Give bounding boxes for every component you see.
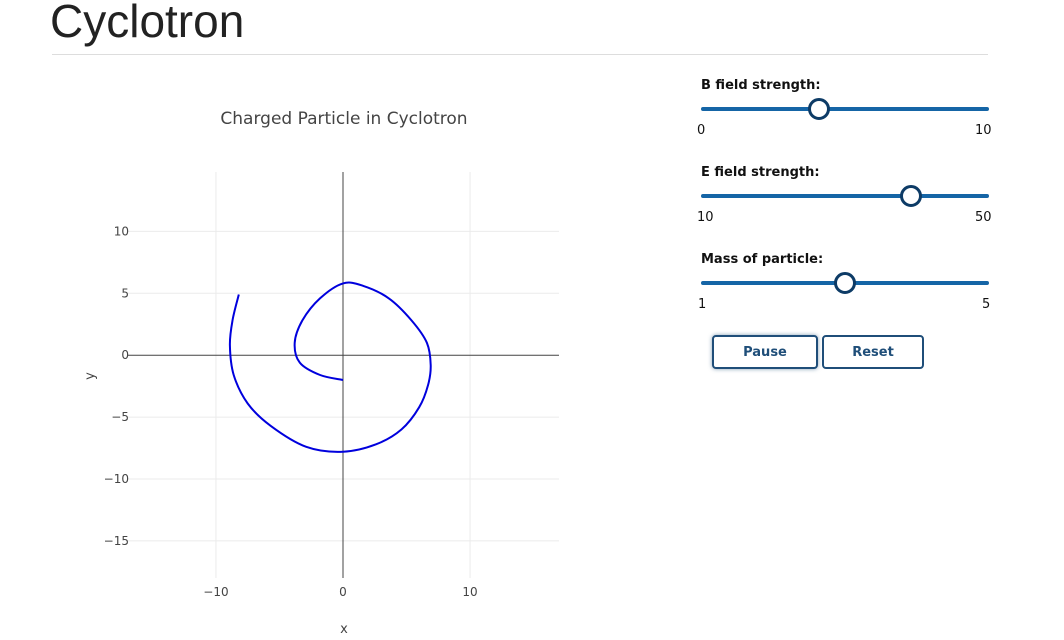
y-tick-label: −5 — [111, 410, 129, 424]
b-field-min-label: 0 — [697, 123, 706, 138]
e-field-slider-handle[interactable] — [900, 185, 923, 207]
b-field-slider-handle[interactable] — [808, 98, 831, 120]
page-title: Cyclotron — [50, 0, 245, 47]
particle-trajectory-line — [228, 281, 432, 453]
y-axis-label: y — [83, 372, 98, 380]
x-tick-label: 10 — [462, 585, 477, 599]
x-tick-label: 0 — [339, 585, 347, 599]
mass-min-label: 1 — [698, 297, 707, 312]
b-field-max-label: 10 — [975, 123, 992, 138]
mass-max-label: 5 — [982, 297, 991, 312]
axis-layer — [127, 172, 559, 578]
y-tick-label: −15 — [104, 534, 129, 548]
mass-label: Mass of particle: — [701, 252, 824, 267]
y-tick-label: −10 — [104, 472, 129, 486]
e-field-slider-track[interactable] — [701, 194, 989, 198]
tick-layer: −10 0 10 10 5 0 −5 −10 −15 — [104, 224, 478, 599]
y-tick-label: 10 — [114, 224, 129, 238]
e-field-max-label: 50 — [975, 210, 992, 225]
chart-title: Charged Particle in Cyclotron — [220, 109, 467, 129]
x-axis-label: x — [340, 622, 348, 637]
b-field-label: B field strength: — [701, 78, 821, 93]
mass-slider-handle[interactable] — [834, 272, 856, 294]
y-tick-label: 5 — [121, 286, 129, 300]
reset-button[interactable]: Reset — [822, 335, 924, 369]
b-field-slider-track[interactable] — [701, 107, 989, 111]
pause-button[interactable]: Pause — [712, 335, 818, 369]
e-field-min-label: 10 — [697, 210, 714, 225]
x-tick-label: −10 — [203, 585, 228, 599]
title-divider — [52, 54, 988, 55]
e-field-label: E field strength: — [701, 165, 820, 180]
y-tick-label: 0 — [121, 348, 129, 362]
